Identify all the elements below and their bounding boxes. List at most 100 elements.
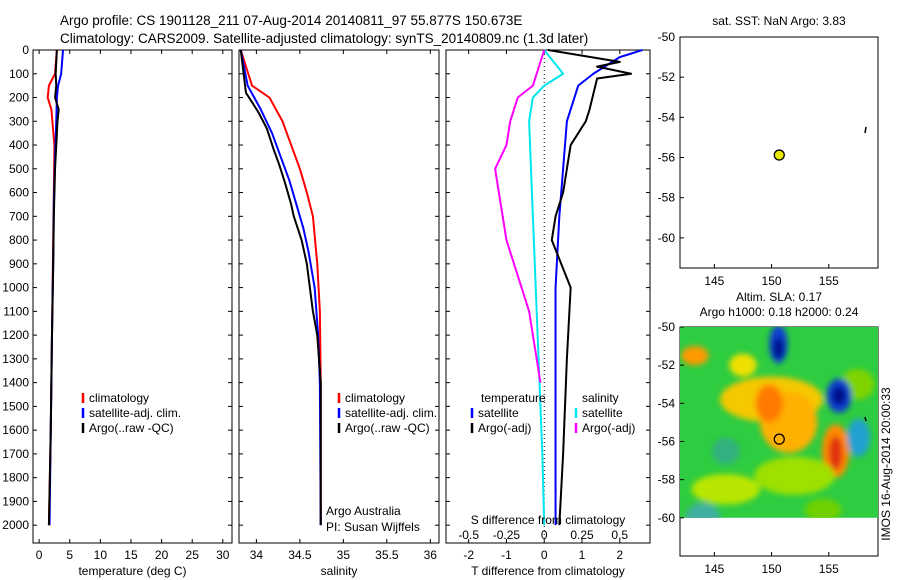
legend-label: Argo(-adj) [582,421,635,435]
x-axis-label: salinity [321,564,358,578]
x-tick-label: 2 [616,548,623,562]
heatmap-cell [754,456,835,495]
series-line [554,49,643,526]
figure-title-line1: Argo profile: CS 1901128_211 07-Aug-2014… [60,13,523,28]
y-tick-label: 1700 [2,447,29,461]
series-line [528,49,565,526]
x-tick-label: 0 [36,548,43,562]
y-tick-label: 1500 [2,399,29,413]
annotation-text: PI: Susan Wijffels [326,520,420,534]
legend-label: satellite-adj. clim. [345,406,437,420]
s-tick-label: -0.25 [493,528,521,542]
legend-label: climatology [345,391,405,405]
x-tick-label: 150 [762,562,782,576]
x-tick-label: 35.5 [375,548,399,562]
y-tick-label: 0 [22,43,29,57]
legend-label: Argo(..raw -QC) [345,421,430,435]
x-tick-label: 145 [704,274,724,288]
panel-frame [32,49,233,544]
heatmap-cell [847,418,870,457]
legend-title: temperature [481,391,546,405]
s-tick-label: -0.5 [458,528,479,542]
series-line [494,49,546,383]
x-tick-label: 34 [250,548,264,562]
x-tick-label: 155 [819,562,839,576]
x-tick-label: 20 [155,548,169,562]
x-tick-label: 10 [94,548,108,562]
temperature-panel: 0100200300400500600700800900100011001200… [2,43,233,578]
salinity-panel: 34 34.5 35 35.5 36 salinity climatologysatelli… [238,49,440,578]
legend-label: satellite-adj. clim. [89,406,181,420]
s-tick-label: 0.25 [570,528,594,542]
x-tick-label: 34.5 [288,548,312,562]
x-axis-label-top: S difference from climatology [471,513,626,527]
y-tick-label: 1600 [2,423,29,437]
x-tick-label: -1 [501,548,512,562]
x-tick-label: 0 [541,548,548,562]
x-tick-label: 150 [762,274,782,288]
y-tick-label: -56 [658,435,676,449]
y-tick-label: -54 [658,110,676,124]
heatmap-cell [832,386,846,406]
figure-title-line2: Climatology: CARS2009. Satellite-adjuste… [60,31,589,46]
x-tick-label: 15 [124,548,138,562]
series-line [239,49,322,526]
series-line [239,49,322,526]
y-tick-label: 1900 [2,494,29,508]
legend-label: Argo(..raw -QC) [89,421,174,435]
heatmap-cell [685,502,721,518]
x-tick-label: 1 [579,548,586,562]
float-position-marker [773,149,785,161]
series-line [547,49,633,526]
coastline-fragment [864,416,867,422]
y-tick-label: 1200 [2,328,29,342]
x-tick-label: 145 [704,562,724,576]
y-tick-label: 1100 [3,304,29,318]
y-tick-label: -60 [658,231,676,245]
y-tick-label: 2000 [2,518,29,532]
y-tick-label: -56 [658,151,676,165]
map-side-label: IMOS 16-Aug-2014 20:00:33 [879,387,893,541]
series-line [47,49,60,526]
y-tick-label: -50 [658,30,676,44]
y-tick-label: 600 [9,186,29,200]
x-tick-label: 36 [424,548,438,562]
y-tick-label: 400 [9,138,29,152]
heatmap-cell [804,498,842,518]
heatmap-cell [755,384,784,423]
x-tick-label: 25 [186,548,200,562]
map-title: Argo h1000: 0.18 h2000: 0.24 [700,305,859,319]
sla-map: 145 150 155 -50 -52 -54 -56 -58 -60 Altim. SLA: 0… [658,290,893,576]
heatmap-cell [773,337,784,359]
map-title: sat. SST: NaN Argo: 3.83 [712,14,846,28]
heatmap-blobs [681,327,875,518]
y-tick-label: 200 [9,91,29,105]
y-tick-label: 300 [9,114,29,128]
legend-label: Argo(-adj) [478,421,531,435]
s-tick-label: 0 [541,528,548,542]
x-tick-label: 35 [337,548,351,562]
x-tick-label: -2 [463,548,474,562]
y-tick-label: 1000 [2,281,29,295]
y-tick-label: 1400 [2,376,29,390]
difference-panel: -2 -1 0 1 2 T difference from climatology temp… [445,49,651,578]
y-tick-label: 500 [9,162,29,176]
panel-frame [238,49,440,544]
heatmap-cell [712,437,740,465]
legend-label: climatology [89,391,149,405]
legend-title: salinity [582,391,619,405]
y-tick-label: -58 [658,191,676,205]
heatmap-cell [681,346,709,366]
y-tick-label: 800 [9,233,29,247]
x-tick-label: 155 [819,274,839,288]
x-tick-label: 5 [66,548,73,562]
y-tick-label: 100 [9,67,29,81]
y-tick-label: 900 [9,257,29,271]
x-axis-label: temperature (deg C) [78,564,186,578]
x-axis-label: T difference from climatology [471,564,625,578]
annotation-text: Argo Australia [326,504,401,518]
map-title: Altim. SLA: 0.17 [736,290,822,304]
y-tick-label: -54 [658,396,676,410]
y-tick-label: 1300 [2,352,29,366]
